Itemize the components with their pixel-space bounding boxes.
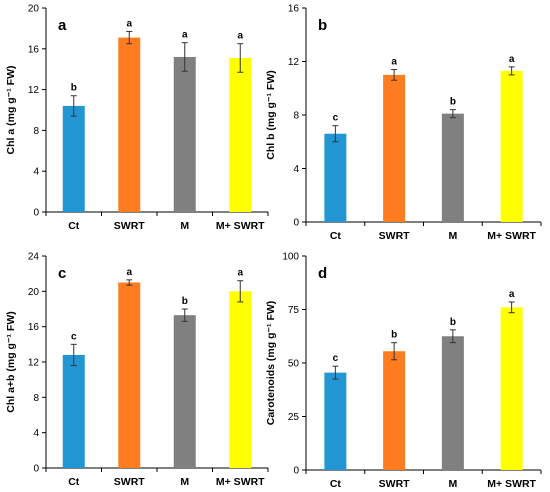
y-tick-label: 50	[288, 359, 300, 370]
y-tick-label: 0	[293, 466, 299, 477]
y-tick-label: 0	[293, 218, 299, 229]
y-axis-title: Chl b (mg g⁻¹ FW)	[265, 70, 277, 160]
significance-letter: b	[450, 317, 456, 328]
chart-panel-c: 0 4 8 12 16 20 24 Chl a+b (mg g⁻¹ FW) c c Ct a SWRT b…	[5, 252, 269, 488]
bar	[229, 57, 252, 213]
x-category-label: Ct	[68, 220, 80, 232]
y-tick-label: 12	[288, 57, 300, 68]
x-category-label: M+ SWRT	[487, 230, 536, 242]
bar	[173, 315, 196, 468]
y-tick-label: 4	[293, 164, 299, 175]
y-axis-title: Carotenoids (mg g⁻¹ FW)	[265, 301, 277, 426]
x-category-label: SWRT	[114, 220, 145, 232]
x-category-label: Ct	[330, 230, 342, 242]
significance-letter: a	[509, 54, 515, 65]
bar	[383, 74, 406, 222]
y-tick-label: 8	[33, 393, 39, 404]
y-tick-label: 75	[288, 305, 300, 316]
y-tick-label: 16	[288, 4, 300, 15]
y-tick-label: 12	[28, 358, 40, 369]
y-tick-label: 4	[33, 428, 39, 439]
y-tick-label: 0	[33, 464, 39, 475]
y-tick-label: 4	[33, 167, 39, 178]
y-tick-label: 100	[282, 252, 299, 263]
y-tick-label: 25	[288, 412, 300, 423]
y-tick-label: 16	[28, 322, 40, 333]
y-tick-label: 8	[33, 126, 39, 137]
x-category-label: SWRT	[114, 476, 145, 488]
y-tick-label: 16	[28, 44, 40, 55]
chart-panel-d: 0 25 50 75 100 Carotenoids (mg g⁻¹ FW) d c Ct b SW…	[265, 252, 542, 490]
chart-panel-b: 0 4 8 12 16 Chl b (mg g⁻¹ FW) b c Ct a SWRT b Ma M+ S…	[265, 4, 542, 242]
bar	[118, 282, 141, 468]
significance-letter: a	[126, 18, 132, 29]
bar	[324, 372, 347, 470]
significance-letter: a	[391, 57, 397, 68]
y-tick-label: 24	[28, 252, 40, 263]
x-category-label: M+ SWRT	[487, 478, 536, 490]
significance-letter: a	[126, 267, 132, 278]
bar	[500, 70, 523, 222]
significance-letter: a	[509, 289, 515, 300]
x-category-label: SWRT	[379, 478, 410, 490]
x-category-label: Ct	[68, 476, 80, 488]
x-category-label: SWRT	[379, 230, 410, 242]
bar	[383, 351, 406, 470]
x-category-label: M	[180, 220, 189, 232]
bar	[229, 291, 252, 468]
panel-letter: d	[318, 265, 327, 282]
x-category-label: M	[180, 476, 189, 488]
y-axis-title: Chl a+b (mg g⁻¹ FW)	[5, 311, 17, 413]
significance-letter: b	[450, 97, 456, 108]
bar	[441, 113, 464, 222]
y-tick-label: 20	[28, 287, 40, 298]
bar	[324, 133, 347, 222]
panel-letter: b	[318, 17, 327, 34]
y-tick-label: 20	[28, 4, 40, 15]
x-category-label: M+ SWRT	[216, 220, 265, 232]
y-axis-title: Chl a (mg g⁻¹ FW)	[5, 66, 17, 155]
panel-letter: a	[58, 17, 67, 34]
x-category-label: M	[449, 478, 458, 490]
bar	[118, 37, 141, 212]
bar	[62, 354, 85, 468]
significance-letter: a	[237, 31, 243, 42]
significance-letter: b	[391, 330, 397, 341]
significance-letter: c	[333, 113, 339, 124]
significance-letter: a	[237, 268, 243, 279]
bar	[173, 56, 196, 213]
significance-letter: b	[71, 83, 77, 94]
significance-letter: c	[333, 353, 339, 364]
x-category-label: Ct	[330, 478, 342, 490]
chart-panel-a: 0 4 8 12 16 20 Chl a (mg g⁻¹ FW) a b Ct a SWRT a Ma M+…	[5, 4, 269, 232]
significance-letter: a	[182, 30, 188, 41]
x-category-label: M	[449, 230, 458, 242]
bar	[500, 307, 523, 470]
bar	[441, 336, 464, 470]
significance-letter: b	[182, 296, 188, 307]
y-tick-label: 8	[293, 111, 299, 122]
y-tick-label: 0	[33, 208, 39, 219]
panel-letter: c	[58, 265, 66, 282]
bar	[62, 105, 85, 212]
significance-letter: c	[71, 331, 77, 342]
x-category-label: M+ SWRT	[216, 476, 265, 488]
y-tick-label: 12	[28, 85, 40, 96]
